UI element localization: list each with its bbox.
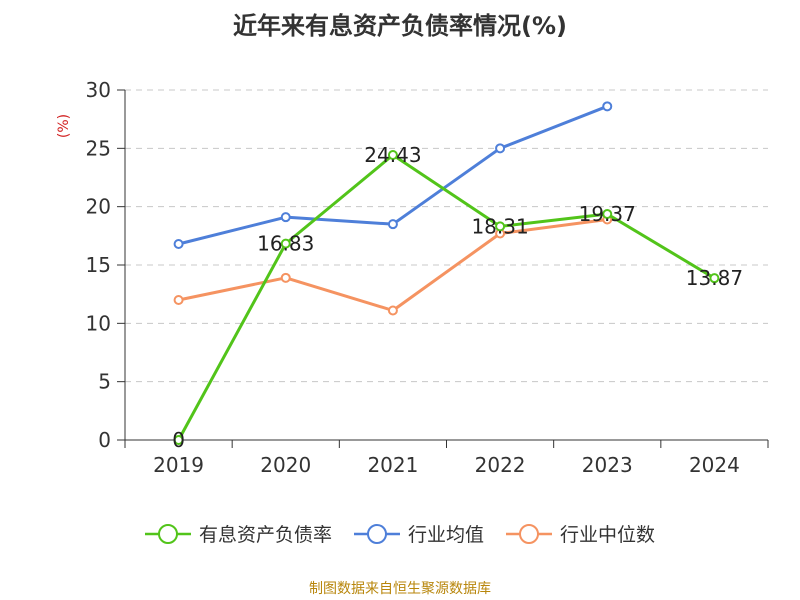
data-point [387,305,398,316]
data-label: 13.87 [686,266,743,290]
data-point [495,221,506,232]
y-tick-label: 5 [98,370,111,394]
x-tick-label: 2019 [153,453,204,477]
series-2 [173,214,613,316]
data-point [280,212,291,223]
y-tick-label: 25 [86,136,111,160]
x-tick-label: 2021 [367,453,418,477]
series-lines [173,101,720,445]
legend-label: 行业中位数 [560,524,656,546]
data-label: 24.43 [364,143,421,167]
y-tick-label: 20 [86,195,111,219]
data-point [280,272,291,283]
data-point [387,219,398,230]
data-label: 0 [172,428,185,452]
chart-title: 近年来有息资产负债率情况(%) [233,12,567,40]
data-point [173,435,184,445]
data-point [602,209,613,220]
y-tick-label: 0 [98,428,111,452]
data-point [387,149,398,160]
data-point [709,273,720,284]
legend-item-industry-mean[interactable]: 行业均值 [353,520,484,547]
legend-line-icon [353,523,400,544]
legend-label: 有息资产负债率 [198,524,332,546]
x-tick-label: 2023 [582,453,633,477]
data-label: 19.37 [579,202,636,226]
data-point [602,101,613,112]
grid-lines [125,89,768,383]
y-axis-label: (%) [56,114,72,138]
x-tick-label: 2024 [689,453,740,477]
y-tick-label: 10 [86,311,111,335]
legend: 有息资产负债率 行业均值 行业中位数 [0,520,800,547]
data-point [280,238,291,249]
series-line [177,153,716,441]
series-0 [173,149,720,445]
data-label: 16.83 [257,232,314,256]
data-point [173,295,184,305]
data-label: 18.31 [471,214,528,238]
legend-line-icon [144,523,191,544]
y-tick-label: 30 [86,78,111,102]
y-tick-label: 15 [86,253,111,277]
legend-line-icon [506,523,552,544]
line-chart: 0 5 10 15 20 25 30 2019 2020 2021 2022 2023 2024 0 16… [56,78,769,477]
x-tick-label: 2022 [475,453,526,477]
axes: 0 5 10 15 20 25 30 2019 2020 2021 2022 2023 2024 [86,78,769,477]
data-point [495,143,506,154]
legend-label: 行业均值 [407,524,484,546]
x-tick-label: 2020 [260,453,311,477]
data-source-note: 制图数据来自恒生聚源数据库 [309,581,491,597]
data-point [173,239,184,249]
legend-item-industry-median[interactable]: 行业中位数 [506,520,655,547]
data-labels: 0 16.83 24.43 18.31 19.37 13.87 [172,143,743,452]
series-1 [173,101,613,249]
legend-item-ratio[interactable]: 有息资产负债率 [144,520,332,547]
